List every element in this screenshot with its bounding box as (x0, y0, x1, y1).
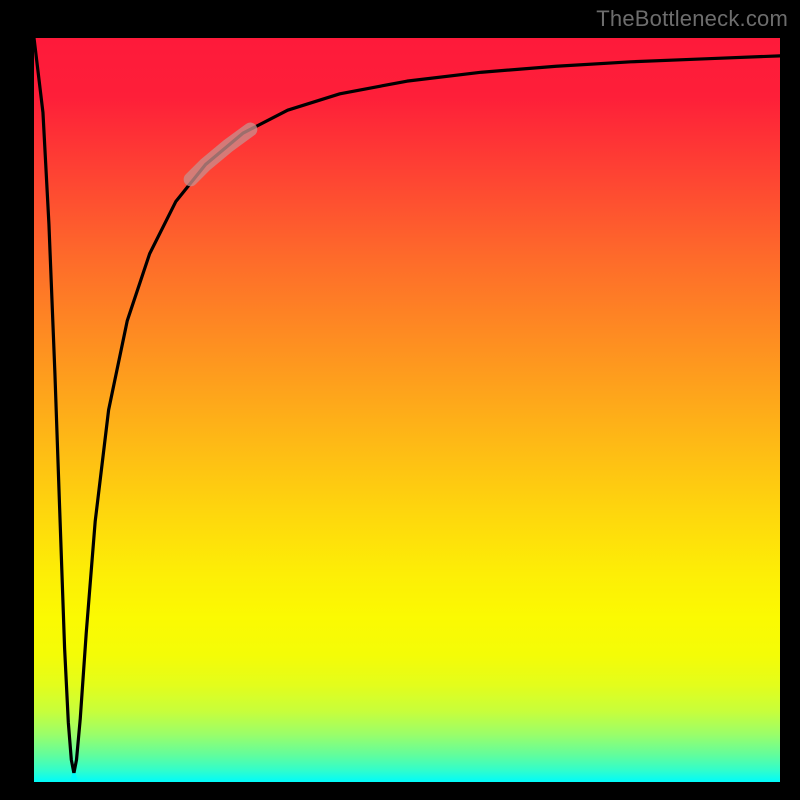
curve-svg (34, 38, 780, 782)
bottleneck-curve (34, 38, 780, 773)
highlight-segment (191, 130, 251, 180)
watermark-text: TheBottleneck.com (596, 6, 788, 32)
notch-fill (69, 773, 78, 782)
plot-area (34, 38, 780, 782)
